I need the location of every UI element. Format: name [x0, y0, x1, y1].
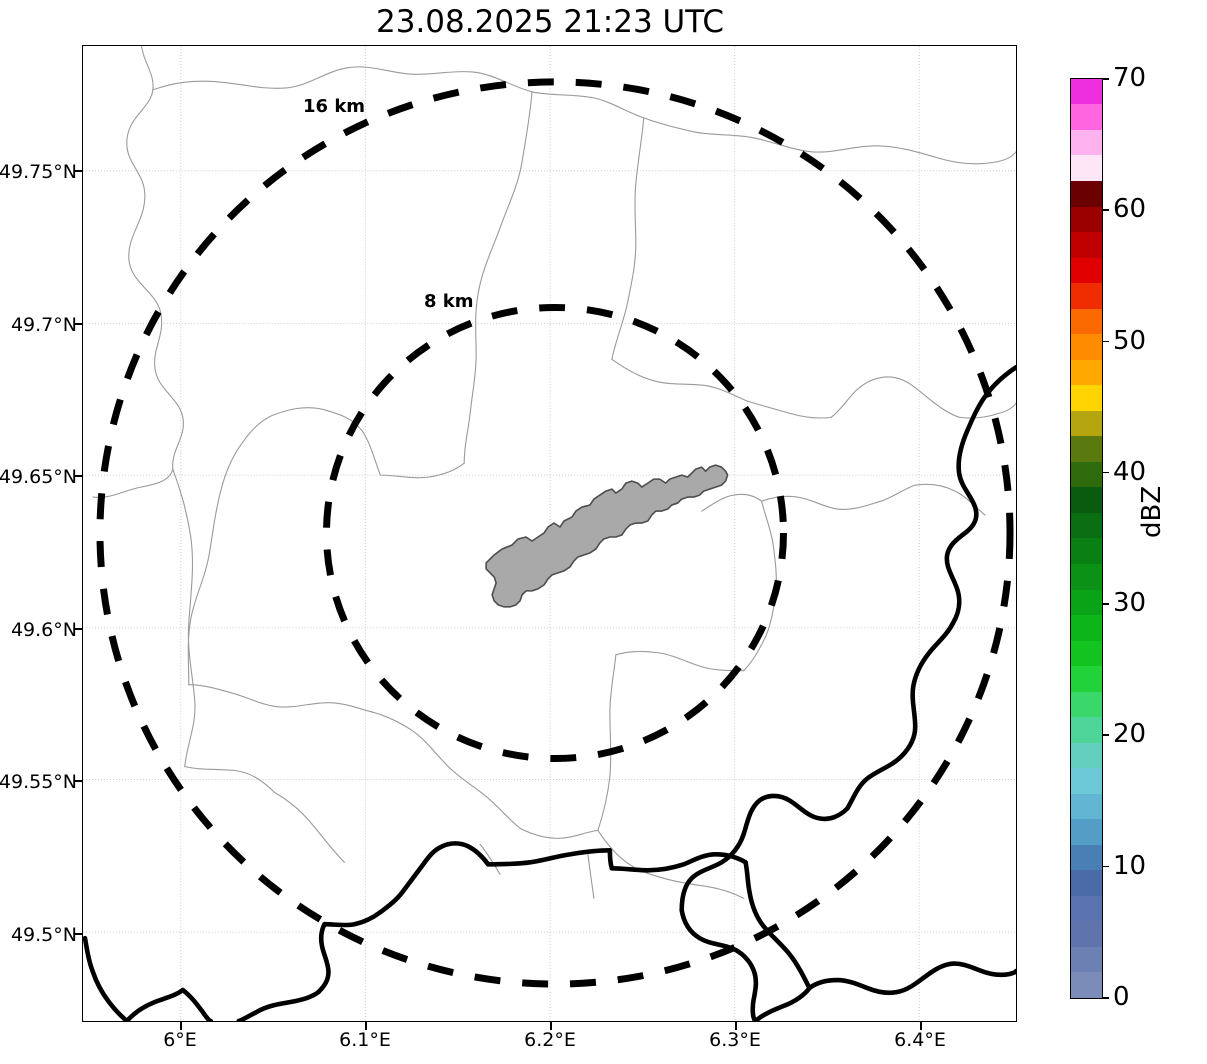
ytick-label-49-55: 49.55°N [0, 771, 77, 793]
colorbar-tick-label-10: 10 [1113, 850, 1147, 881]
colorbar-tick-10 [1102, 865, 1109, 868]
ytick-mark [74, 628, 82, 630]
colorbar-tick-0 [1102, 997, 1109, 999]
range-ring-16km [96, 78, 1014, 988]
ytick-label-49-7: 49.7°N [10, 314, 77, 336]
colorbar-band-15 [1071, 589, 1102, 616]
gridlines [83, 46, 1016, 1021]
colorbar-band-2 [1071, 921, 1102, 947]
colorbar-tick-label-40: 40 [1113, 456, 1147, 487]
colorbar-tick-label-20: 20 [1113, 719, 1147, 750]
colorbar-band-28 [1071, 257, 1102, 284]
colorbar-tick-label-70: 70 [1113, 63, 1147, 93]
colorbar-band-33 [1071, 129, 1102, 156]
colorbar-band-30 [1071, 206, 1102, 233]
colorbar-band-25 [1071, 334, 1102, 360]
colorbar-band-3 [1071, 895, 1102, 922]
range-ring-label-8km: 8 km [424, 291, 474, 312]
national-border [83, 365, 1016, 1021]
ytick-label-49-5: 49.5°N [10, 924, 77, 946]
colorbar-band-16 [1071, 563, 1102, 590]
map-plot-area[interactable] [82, 45, 1017, 1022]
colorbar-unit-label: dBZ [1137, 485, 1167, 538]
range-rings [96, 78, 1014, 988]
colorbar-tick-40 [1102, 471, 1109, 474]
xtick-mark [180, 1022, 182, 1030]
colorbar-band-34 [1071, 104, 1102, 130]
colorbar-band-23 [1071, 385, 1102, 411]
ytick-mark [74, 475, 82, 477]
colorbar-tick-label-50: 50 [1113, 325, 1147, 356]
colorbar-band-27 [1071, 283, 1102, 309]
xtick-mark [550, 1022, 552, 1030]
xtick-label-6: 6°E [163, 1029, 197, 1051]
colorbar-band-13 [1071, 640, 1102, 667]
figure-title: 23.08.2025 21:23 UTC [376, 4, 724, 40]
ytick-label-49-6: 49.6°N [10, 619, 77, 641]
colorbar-band-18 [1071, 512, 1102, 539]
city-polygon [485, 464, 729, 608]
xtick-label-6-3: 6.3°E [709, 1029, 761, 1051]
colorbar-band-19 [1071, 487, 1102, 513]
colorbar-band-24 [1071, 359, 1102, 386]
ytick-label-49-65: 49.65°N [0, 466, 77, 488]
ytick-label-49-75: 49.75°N [0, 161, 77, 183]
colorbar-band-0 [1071, 972, 1102, 998]
xtick-mark [735, 1022, 737, 1030]
range-ring-label-16km: 16 km [303, 96, 366, 117]
colorbar-band-4 [1071, 870, 1102, 896]
ytick-mark [74, 933, 82, 935]
colorbar-tick-60 [1102, 209, 1109, 211]
colorbar-band-8 [1071, 768, 1102, 794]
ytick-mark [74, 170, 82, 172]
range-ring-8km [322, 303, 787, 763]
colorbar-tick-label-60: 60 [1113, 194, 1147, 225]
ytick-mark [74, 780, 82, 782]
colorbar-band-31 [1071, 181, 1102, 207]
colorbar-band-20 [1071, 461, 1102, 488]
colorbar-band-12 [1071, 666, 1102, 692]
colorbar-band-22 [1071, 410, 1102, 437]
map-svg [83, 46, 1016, 1021]
colorbar-band-26 [1071, 308, 1102, 335]
colorbar-band-29 [1071, 232, 1102, 258]
colorbar-tick-label-30: 30 [1113, 588, 1147, 619]
colorbar-band-9 [1071, 742, 1102, 769]
colorbar-band-7 [1071, 793, 1102, 820]
colorbar-band-6 [1071, 819, 1102, 845]
colorbar-band-10 [1071, 717, 1102, 743]
colorbar-band-5 [1071, 844, 1102, 871]
colorbar-tick-30 [1102, 603, 1109, 605]
colorbar-band-35 [1071, 78, 1102, 105]
xtick-mark [365, 1022, 367, 1030]
colorbar-band-14 [1071, 615, 1102, 641]
xtick-mark [920, 1022, 922, 1030]
colorbar-band-32 [1071, 155, 1102, 181]
ytick-mark [74, 323, 82, 325]
colorbar-band-11 [1071, 691, 1102, 718]
colorbar-band-21 [1071, 436, 1102, 462]
colorbar-tick-50 [1102, 340, 1109, 343]
xtick-label-6-2: 6.2°E [524, 1029, 576, 1051]
colorbar-tick-20 [1102, 734, 1109, 737]
colorbar-band-1 [1071, 946, 1102, 973]
xtick-label-6-4: 6.4°E [894, 1029, 946, 1051]
colorbar-tick-70 [1102, 78, 1109, 80]
colorbar-tick-label-0: 0 [1113, 982, 1130, 1012]
colorbar[interactable] [1070, 78, 1103, 999]
xtick-label-6-1: 6.1°E [339, 1029, 391, 1051]
colorbar-band-17 [1071, 538, 1102, 564]
